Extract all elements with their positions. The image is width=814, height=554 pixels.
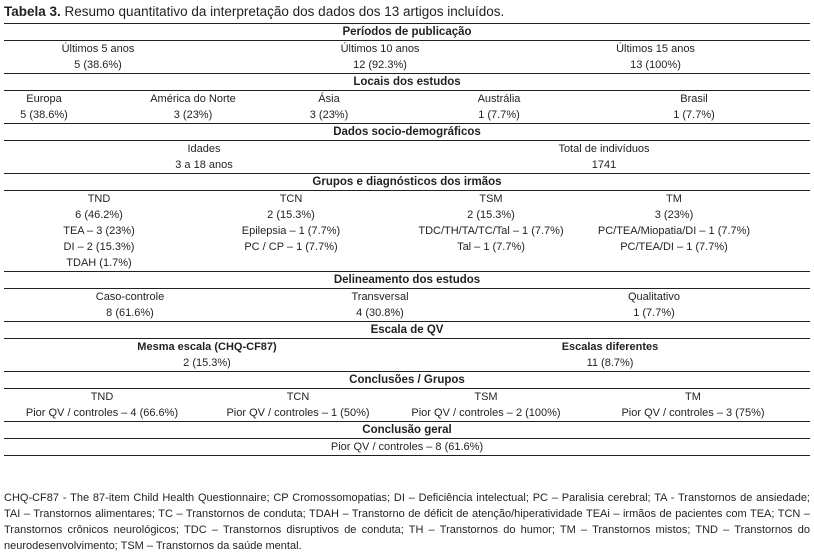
table-row: Pior QV / controles – 8 (61.6%): [4, 439, 810, 455]
table-row: Idades Total de indivíduos: [4, 141, 810, 157]
table-cell: 12 (92.3%): [353, 59, 407, 71]
section-general-conclusion: Conclusão geral Pior QV / controles – 8 …: [4, 421, 810, 455]
table-cell: 13 (100%): [630, 59, 681, 71]
table-row: 8 (61.6%) 4 (30.8%) 1 (7.7%): [4, 305, 810, 321]
table-cell: 1 (7.7%): [673, 109, 715, 121]
section-title: Períodos de publicação: [4, 24, 810, 41]
table-cell: 6 (46.2%): [75, 209, 123, 221]
table-row: 5 (38.6%) 12 (92.3%) 13 (100%): [4, 57, 810, 73]
table-cell: Escalas diferentes: [561, 341, 659, 353]
table-cell: Pior QV / controles – 1 (50%): [226, 407, 370, 419]
section-sibling-groups: Grupos e diagnósticos dos irmãos TND TCN…: [4, 173, 810, 271]
section-title: Conclusões / Grupos: [4, 372, 810, 389]
table-row: Mesma escala (CHQ-CF87) Escalas diferent…: [4, 339, 810, 355]
table-cell: TND: [90, 391, 114, 403]
section-title: Conclusão geral: [4, 422, 810, 439]
caption-label: Tabela 3.: [4, 4, 61, 19]
table-cell: PC/TEA/Miopatia/DI – 1 (7.7%): [597, 225, 751, 237]
section-title: Dados socio-demográficos: [4, 124, 810, 141]
table-cell: TM: [666, 193, 682, 205]
table-cell: América do Norte: [150, 93, 236, 105]
section-study-locations: Locais dos estudos Europa América do Nor…: [4, 73, 810, 123]
table-cell: 1 (7.7%): [478, 109, 520, 121]
table-cell: Caso-controle: [95, 291, 165, 303]
table-cell: Europa: [26, 93, 62, 105]
table-row: DI – 2 (15.3%) PC / CP – 1 (7.7%) Tal – …: [4, 239, 810, 255]
summary-table: Períodos de publicação Últimos 5 anos Úl…: [4, 23, 810, 456]
table-cell: TCN: [279, 193, 303, 205]
table-cell: Mesma escala (CHQ-CF87): [137, 341, 277, 353]
caption-text: Resumo quantitativo da interpretação dos…: [60, 4, 505, 19]
table-cell: Pior QV / controles – 8 (61.6%): [330, 441, 484, 453]
table-row: Pior QV / controles – 4 (66.6%) Pior QV …: [4, 405, 810, 421]
table-cell: Pior QV / controles – 2 (100%): [411, 407, 561, 419]
section-conclusions-groups: Conclusões / Grupos TND TCN TSM TM Pior …: [4, 371, 810, 421]
table-cell: TSM: [479, 193, 503, 205]
table-cell: TEA – 3 (23%): [63, 225, 135, 237]
table-cell: 2 (15.3%): [267, 209, 315, 221]
table-row: 2 (15.3%) 11 (8.7%): [4, 355, 810, 371]
table-cell: TND: [87, 193, 111, 205]
table-row: TND TCN TSM TM: [4, 389, 810, 405]
table-cell: Idades: [187, 143, 221, 155]
section-study-design: Delineamento dos estudos Caso-controle T…: [4, 271, 810, 321]
table-row: 6 (46.2%) 2 (15.3%) 2 (15.3%) 3 (23%): [4, 207, 810, 223]
table-cell: Tal – 1 (7.7%): [457, 241, 525, 253]
table-cell: 3 a 18 anos: [175, 159, 233, 171]
table-cell: TDC/TH/TA/TC/Tal – 1 (7.7%): [418, 225, 564, 237]
table-cell: 5 (38.6%): [74, 59, 122, 71]
table-cell: 2 (15.3%): [183, 357, 231, 369]
table-row: 3 a 18 anos 1741: [4, 157, 810, 173]
table-cell: Epilepsia – 1 (7.7%): [241, 225, 341, 237]
table-cell: 3 (23%): [309, 109, 349, 121]
table-bottom-rule: [4, 455, 810, 456]
section-title: Escala de QV: [4, 322, 810, 339]
table-cell: TM: [685, 391, 701, 403]
section-publication-periods: Períodos de publicação Últimos 5 anos Úl…: [4, 23, 810, 73]
table-cell: 2 (15.3%): [467, 209, 515, 221]
table-row: TND TCN TSM TM: [4, 191, 810, 207]
table-row: 5 (38.6%) 3 (23%) 3 (23%) 1 (7.7%) 1 (7.…: [4, 107, 810, 123]
table-cell: 3 (23%): [654, 209, 694, 221]
table-caption: Tabela 3. Resumo quantitativo da interpr…: [4, 4, 504, 19]
table-cell: PC / CP – 1 (7.7%): [244, 241, 338, 253]
table-cell: 8 (61.6%): [106, 307, 154, 319]
table-cell: Total de indivíduos: [558, 143, 650, 155]
table-row: TDAH (1.7%): [4, 255, 810, 271]
section-title: Delineamento dos estudos: [4, 272, 810, 289]
table-footnote: CHQ-CF87 - The 87-item Child Health Ques…: [4, 492, 810, 552]
table-cell: Qualitativo: [628, 291, 680, 303]
table-row: Europa América do Norte Ásia Austrália B…: [4, 91, 810, 107]
table-cell: Pior QV / controles – 3 (75%): [621, 407, 765, 419]
table-cell: TDAH (1.7%): [66, 257, 132, 269]
table-row: TEA – 3 (23%) Epilepsia – 1 (7.7%) TDC/T…: [4, 223, 810, 239]
table-cell: 1741: [591, 159, 617, 171]
table-cell: 5 (38.6%): [20, 109, 68, 121]
table-cell: Ásia: [318, 93, 340, 105]
table-row: Caso-controle Transversal Qualitativo: [4, 289, 810, 305]
table-cell: Últimos 10 anos: [340, 43, 420, 55]
table-cell: Últimos 5 anos: [61, 43, 135, 55]
section-title: Grupos e diagnósticos dos irmãos: [4, 174, 810, 191]
table-cell: Austrália: [477, 93, 521, 105]
table-cell: 3 (23%): [173, 109, 213, 121]
section-sociodemographic: Dados socio-demográficos Idades Total de…: [4, 123, 810, 173]
table-cell: DI – 2 (15.3%): [63, 241, 135, 253]
section-title: Locais dos estudos: [4, 74, 810, 91]
section-qol-scale: Escala de QV Mesma escala (CHQ-CF87) Esc…: [4, 321, 810, 371]
table-cell: Transversal: [351, 291, 409, 303]
table-row: Últimos 5 anos Últimos 10 anos Últimos 1…: [4, 41, 810, 57]
table-cell: 11 (8.7%): [586, 357, 634, 369]
table-cell: 1 (7.7%): [633, 307, 675, 319]
table-cell: Pior QV / controles – 4 (66.6%): [25, 407, 179, 419]
table-cell: TSM: [474, 391, 498, 403]
table-cell: PC/TEA/DI – 1 (7.7%): [620, 241, 728, 253]
table-cell: Últimos 15 anos: [616, 43, 695, 55]
table-cell: TCN: [286, 391, 310, 403]
table-cell: Brasil: [680, 93, 708, 105]
table-cell: 4 (30.8%): [356, 307, 404, 319]
